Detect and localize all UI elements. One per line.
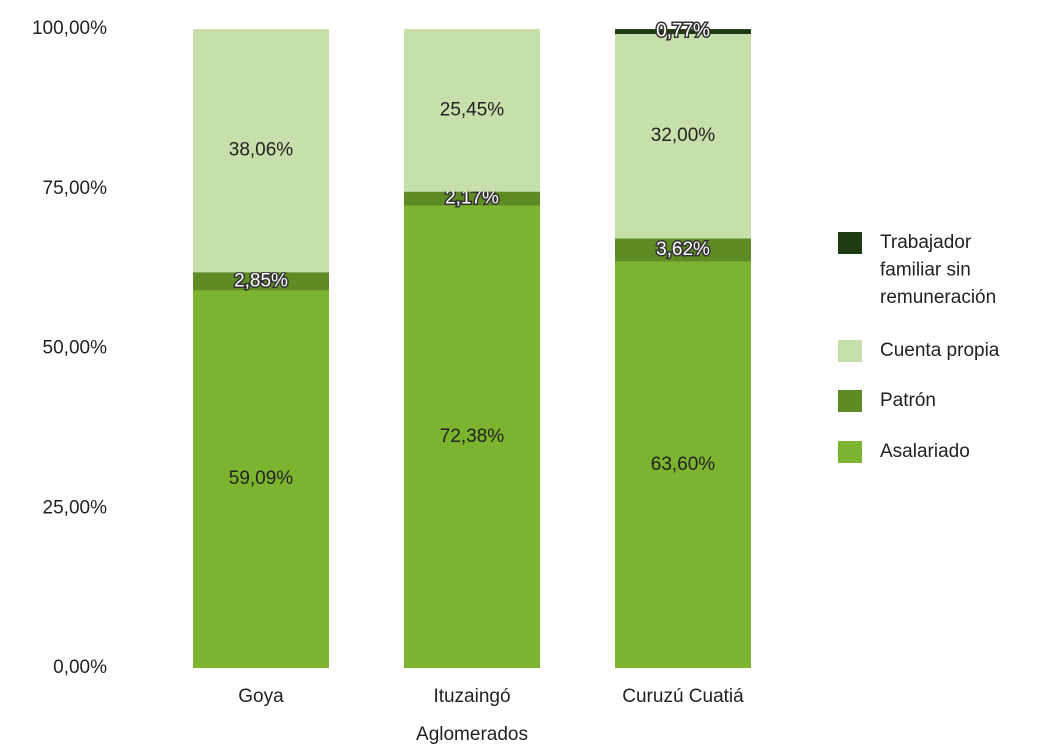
y-tick-label: 100,00% bbox=[32, 18, 107, 39]
bar-segment bbox=[404, 29, 540, 192]
x-tick-label: Goya bbox=[238, 686, 284, 707]
data-label: 0,77% bbox=[656, 21, 710, 42]
x-axis-label: Aglomerados bbox=[416, 724, 528, 745]
legend-swatch bbox=[838, 390, 862, 412]
bar-segment bbox=[404, 191, 540, 206]
legend-label: Patrón bbox=[880, 390, 936, 411]
bar-segment bbox=[404, 205, 540, 668]
bar-segment bbox=[615, 29, 751, 34]
y-tick-label: 25,00% bbox=[43, 497, 108, 518]
data-label: 72,38% bbox=[440, 426, 505, 447]
x-tick-label: Curuzú Cuatiá bbox=[622, 686, 744, 707]
legend-label: Asalariado bbox=[880, 441, 970, 462]
data-label: 25,45% bbox=[440, 99, 505, 120]
legend-label: Trabajador familiar sin remuneración bbox=[880, 232, 996, 308]
data-label: 38,06% bbox=[229, 140, 294, 161]
data-label: 3,62% bbox=[656, 239, 710, 260]
legend-swatch bbox=[838, 232, 862, 254]
legend-swatch bbox=[838, 340, 862, 362]
legend-label: Cuenta propia bbox=[880, 340, 1000, 361]
y-tick-label: 75,00% bbox=[43, 178, 108, 199]
legend-swatch bbox=[838, 441, 862, 463]
data-label: 32,00% bbox=[651, 125, 716, 146]
bar-segment bbox=[615, 261, 751, 668]
y-tick-label: 50,00% bbox=[43, 338, 108, 359]
bar-segment bbox=[193, 272, 329, 291]
bar-segment bbox=[193, 290, 329, 668]
data-label: 59,09% bbox=[229, 468, 294, 489]
bar-segment bbox=[615, 238, 751, 262]
data-label: 2,85% bbox=[234, 270, 288, 291]
bar-segment bbox=[193, 29, 329, 273]
data-label: 63,60% bbox=[651, 454, 716, 475]
x-tick-label: Ituzaingó bbox=[433, 686, 510, 707]
y-tick-label: 0,00% bbox=[53, 657, 107, 678]
bar-segment bbox=[615, 33, 751, 239]
